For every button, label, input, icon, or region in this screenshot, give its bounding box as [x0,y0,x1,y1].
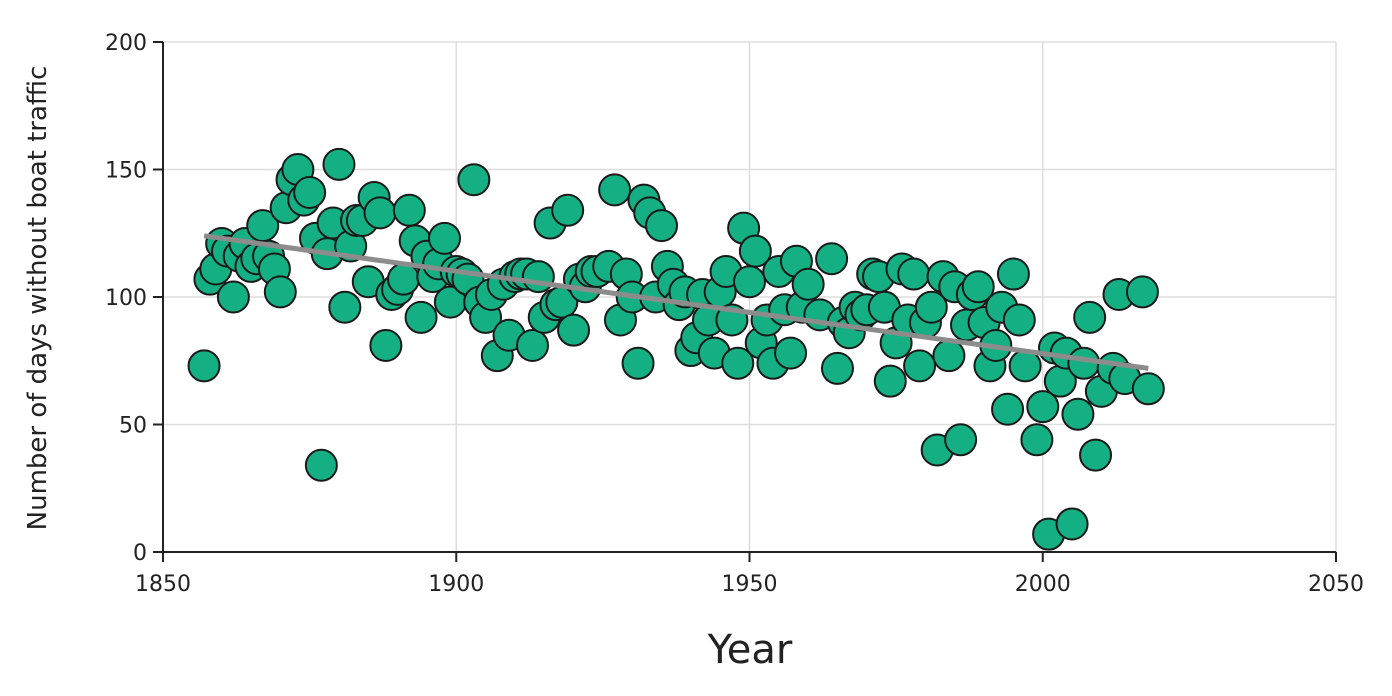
data-point [1125,275,1159,309]
data-point [621,346,655,380]
y-tick-label: 0 [133,541,147,566]
data-point [820,351,854,385]
data-point [1020,423,1054,457]
x-tick-label: 2050 [1308,572,1364,597]
data-point [216,280,250,314]
data-point [996,257,1030,291]
data-point [293,175,327,209]
y-axis-title: Number of days without boat traffic [23,66,53,531]
x-tick-label: 2000 [1015,572,1071,597]
data-point [363,196,397,230]
data-point [369,328,403,362]
data-point [386,262,420,296]
data-point [961,270,995,304]
data-point [1026,390,1060,424]
x-tick-label: 1850 [135,572,191,597]
data-point [263,275,297,309]
y-tick-label: 200 [105,31,147,56]
data-point [598,173,632,207]
data-point [932,339,966,373]
data-point [515,328,549,362]
axes [153,41,1337,562]
data-point [187,349,221,383]
x-axis-title: Year [707,627,793,673]
data-point [1002,303,1036,337]
data-point [1079,438,1113,472]
data-point [1131,372,1165,406]
data-point [404,300,438,334]
data-point [557,313,591,347]
x-tick-label: 1900 [428,572,484,597]
data-point [521,260,555,294]
data-point [328,290,362,324]
data-point [815,242,849,276]
data-point [1061,397,1095,431]
tick-labels: 0 50 100 150 200 1850 1900 1950 2000 2050 [105,31,1364,597]
data-point [991,392,1025,426]
data-point [897,257,931,291]
data-point [322,147,356,181]
y-tick-label: 150 [105,159,147,184]
data-point [428,221,462,255]
trend-line [203,233,1149,371]
data-point [791,267,825,301]
data-point [944,423,978,457]
data-point [1073,300,1107,334]
data-point [914,290,948,324]
data-point [304,448,338,482]
data-point [733,265,766,299]
data-point [551,193,585,227]
data-point [774,336,808,370]
data-point [1055,507,1089,541]
data-point [457,163,491,197]
data-point [645,209,679,243]
x-tick-label: 1950 [722,572,778,597]
y-tick-label: 50 [119,414,147,439]
data-point [392,193,426,227]
data-point [903,349,937,383]
data-point [738,234,772,268]
data-point [873,364,907,398]
data-point [721,346,755,380]
y-tick-label: 100 [105,286,147,311]
trendline-layer [203,233,1149,371]
